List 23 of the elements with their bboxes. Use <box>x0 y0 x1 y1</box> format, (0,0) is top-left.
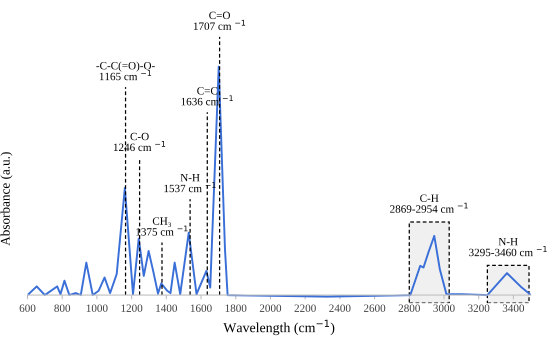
x-tick-label: 1200 <box>121 304 142 312</box>
x-tick-label: 2400 <box>329 304 351 312</box>
x-tick-label: 3000 <box>433 304 455 312</box>
x-tick-label: 1000 <box>86 304 108 312</box>
x-tick-label: 1800 <box>226 304 246 312</box>
ref-line-label: C-O 1246 cm $^{−1}$ <box>114 132 166 152</box>
ref-line-label: CH₃ 1375 cm $^{−1}$ <box>136 217 188 236</box>
ref-line-label: C=O 1707 cm $^{−1}$ <box>194 12 246 30</box>
x-tick-label: 800 <box>54 304 70 312</box>
band-label: N-H 3295-3460 cm $^{−1}$ <box>469 238 547 256</box>
x-tick-label: 600 <box>20 304 36 312</box>
x-tick-label: 1600 <box>190 304 212 312</box>
x-tick-label: 3200 <box>468 304 490 312</box>
x-tick-label: 2200 <box>294 304 316 312</box>
x-tick-label: 1400 <box>156 304 178 312</box>
x-axis-title: Wavelength (cm$^{−1}$) <box>223 320 334 336</box>
y-axis-title: Absorbance (a.u.) <box>0 152 12 246</box>
x-tick-label: 2000 <box>260 304 282 312</box>
band-label: C-H 2869-2954 cm $^{−1}$ <box>390 194 468 213</box>
x-tick-label: 3400 <box>502 304 524 312</box>
ref-line-label: -C-C(=O)-O- 1165 cm $^{−1}$ <box>96 62 155 80</box>
x-tick-label: 2600 <box>364 304 386 312</box>
x-tick-label: 2800 <box>398 304 420 312</box>
